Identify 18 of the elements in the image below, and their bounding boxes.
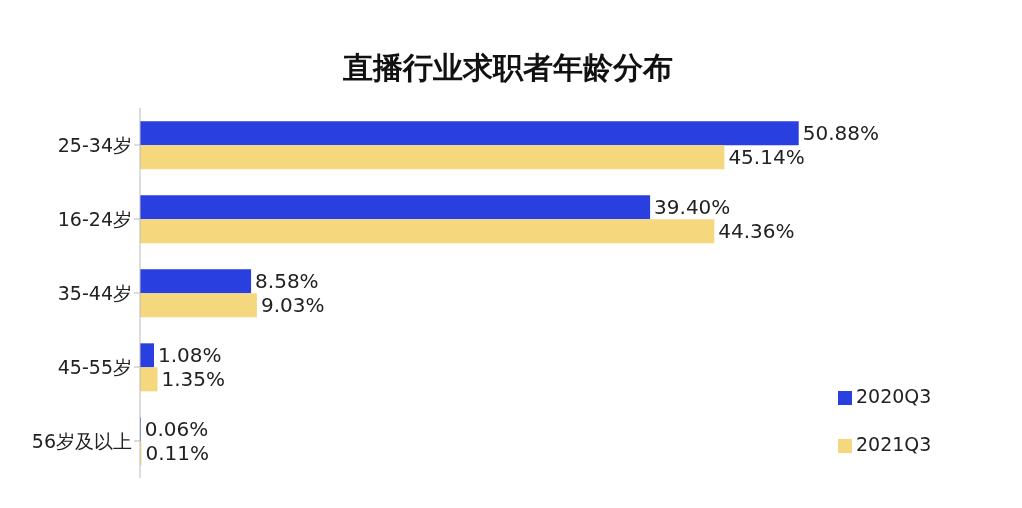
chart-title: 直播行业求职者年龄分布	[342, 49, 674, 87]
data-label: 44.36%	[718, 219, 795, 244]
y-tick-label: 25-34岁	[57, 133, 132, 156]
data-label: 0.11%	[145, 441, 209, 466]
data-label: 1.08%	[157, 343, 222, 368]
legend-label: 2021Q3	[856, 433, 932, 455]
y-tick-label: 45-55岁	[57, 355, 132, 378]
data-label: 8.58%	[255, 269, 319, 294]
data-label: 0.06%	[144, 417, 209, 442]
data-label: 1.35%	[161, 367, 226, 392]
data-label: 50.88%	[802, 121, 879, 146]
y-tick-label: 35-44岁	[57, 281, 132, 304]
data-label: 9.03%	[260, 293, 325, 318]
data-label: 39.40%	[654, 195, 731, 220]
y-tick-label: 16-24岁	[57, 207, 132, 230]
y-tick-label: 56岁及以上	[31, 429, 132, 452]
data-label: 45.14%	[728, 145, 805, 170]
legend-label: 2020Q3	[856, 385, 932, 407]
